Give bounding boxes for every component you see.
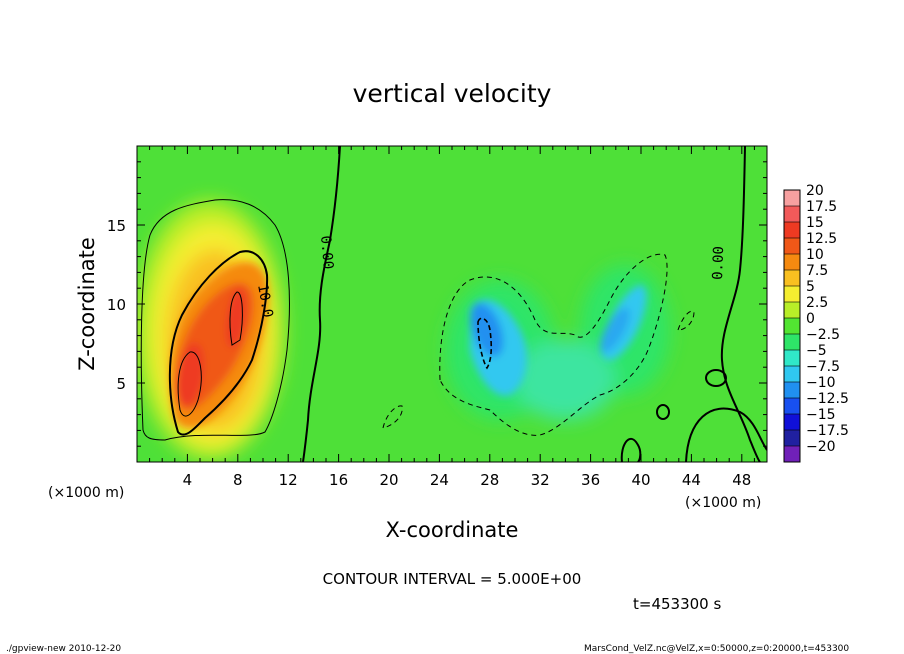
x-tick-label: 44 [682, 471, 701, 489]
contour-zero-blob [656, 404, 670, 420]
x-tick-label: 40 [631, 471, 650, 489]
colorbar-swatch [784, 350, 800, 367]
colorbar-label: −17.5 [806, 423, 849, 439]
colorbar-swatch [784, 206, 800, 223]
contour-zero-bottom-b [685, 407, 767, 462]
contour-label-10: 10.0 [254, 283, 276, 319]
colorbar-swatch [784, 398, 800, 415]
contour-interval: CONTOUR INTERVAL = 5.000E+00 [323, 570, 582, 588]
colorbar-label: 15 [806, 215, 824, 231]
x-tick-label: 48 [732, 471, 751, 489]
colorbar-swatch [784, 430, 800, 447]
contour-15-b [229, 291, 243, 346]
colorbar: 2017.51512.5107.552.50−2.5−5−7.5−10−12.5… [783, 183, 849, 463]
colorbar-swatch [784, 382, 800, 399]
contour-label-zero-right: 0.00 [710, 246, 727, 280]
colorbar-label: −2.5 [806, 327, 840, 343]
colorbar-swatch [784, 270, 800, 287]
x-tick-label: 32 [531, 471, 550, 489]
downdraft-mid-halo [515, 340, 615, 420]
colorbar-label: −20 [806, 439, 836, 455]
footer-right: MarsCond_VelZ.nc@VelZ,x=0:50000,z=0:2000… [584, 644, 849, 654]
contour-neg5-small-b [677, 310, 695, 331]
colorbar-label: −12.5 [806, 391, 849, 407]
colorbar-swatch [784, 190, 800, 207]
x-tick-label: 36 [581, 471, 600, 489]
downdraft-right-max [600, 307, 630, 353]
updraft-max-left [176, 343, 204, 407]
x-tick-label: 28 [480, 471, 499, 489]
contour-zero-left [302, 146, 341, 462]
x-tick-label: 24 [430, 471, 449, 489]
colorbar-swatch [784, 302, 800, 319]
colorbar-label: −15 [806, 407, 836, 423]
colorbar-swatch [784, 286, 800, 303]
contour-zero-blob-2 [705, 369, 727, 387]
colorbar-swatch [784, 446, 800, 463]
colorbar-label: 0 [806, 311, 815, 327]
y-axis: 5 10 15 [107, 161, 767, 447]
contour-zero-bottom-a [620, 437, 642, 462]
chart-title: vertical velocity [353, 79, 552, 108]
colorbar-label: 7.5 [806, 263, 828, 279]
colorbar-swatch [784, 254, 800, 271]
contour-zero-right [720, 146, 761, 462]
x-unit-left: (×1000 m) [48, 485, 124, 501]
colorbar-swatch [784, 414, 800, 431]
colorbar-label: −7.5 [806, 359, 840, 375]
colorbar-swatch [784, 222, 800, 239]
colorbar-label: 12.5 [806, 231, 837, 247]
colorbar-swatch [784, 334, 800, 351]
footer-left: ./gpview-new 2010-12-20 [6, 644, 121, 654]
colorbar-label: −10 [806, 375, 836, 391]
time-label: t=453300 s [633, 595, 721, 613]
x-axis: 4 8 12 16 20 24 28 32 36 40 44 48 [149, 146, 755, 489]
colorbar-swatch [784, 318, 800, 335]
x-tick-label: 20 [379, 471, 398, 489]
colorbar-swatch [784, 366, 800, 383]
colorbar-label: −5 [806, 343, 827, 359]
colorbar-label: 5 [806, 279, 815, 295]
colorbar-label: 20 [806, 183, 824, 199]
colorbar-swatch [784, 238, 800, 255]
x-tick-label: 8 [233, 471, 243, 489]
contour-15-a [177, 351, 202, 417]
contour-neg10 [477, 317, 493, 370]
colorbar-label: 2.5 [806, 295, 828, 311]
y-tick-label: 5 [116, 375, 126, 393]
colorbar-label: 17.5 [806, 199, 837, 215]
contour-10 [168, 250, 269, 436]
x-tick-label: 4 [183, 471, 193, 489]
colorbar-label: 10 [806, 247, 824, 263]
contour-5 [140, 199, 290, 441]
x-tick-label: 12 [279, 471, 298, 489]
x-axis-label: X-coordinate [386, 518, 519, 542]
x-unit-right: (×1000 m) [685, 495, 761, 511]
y-tick-label: 10 [107, 296, 126, 314]
plot-area: 10.0 0.00 0.00 [137, 146, 767, 462]
downdraft-left-max [470, 303, 504, 357]
contour-neg5-left [439, 253, 668, 436]
contour-neg5-small-a [382, 405, 403, 429]
contour-label-zero-left: 0.00 [317, 235, 336, 270]
y-axis-label: Z-coordinate [75, 237, 99, 371]
y-tick-label: 15 [107, 217, 126, 235]
x-tick-label: 16 [329, 471, 348, 489]
